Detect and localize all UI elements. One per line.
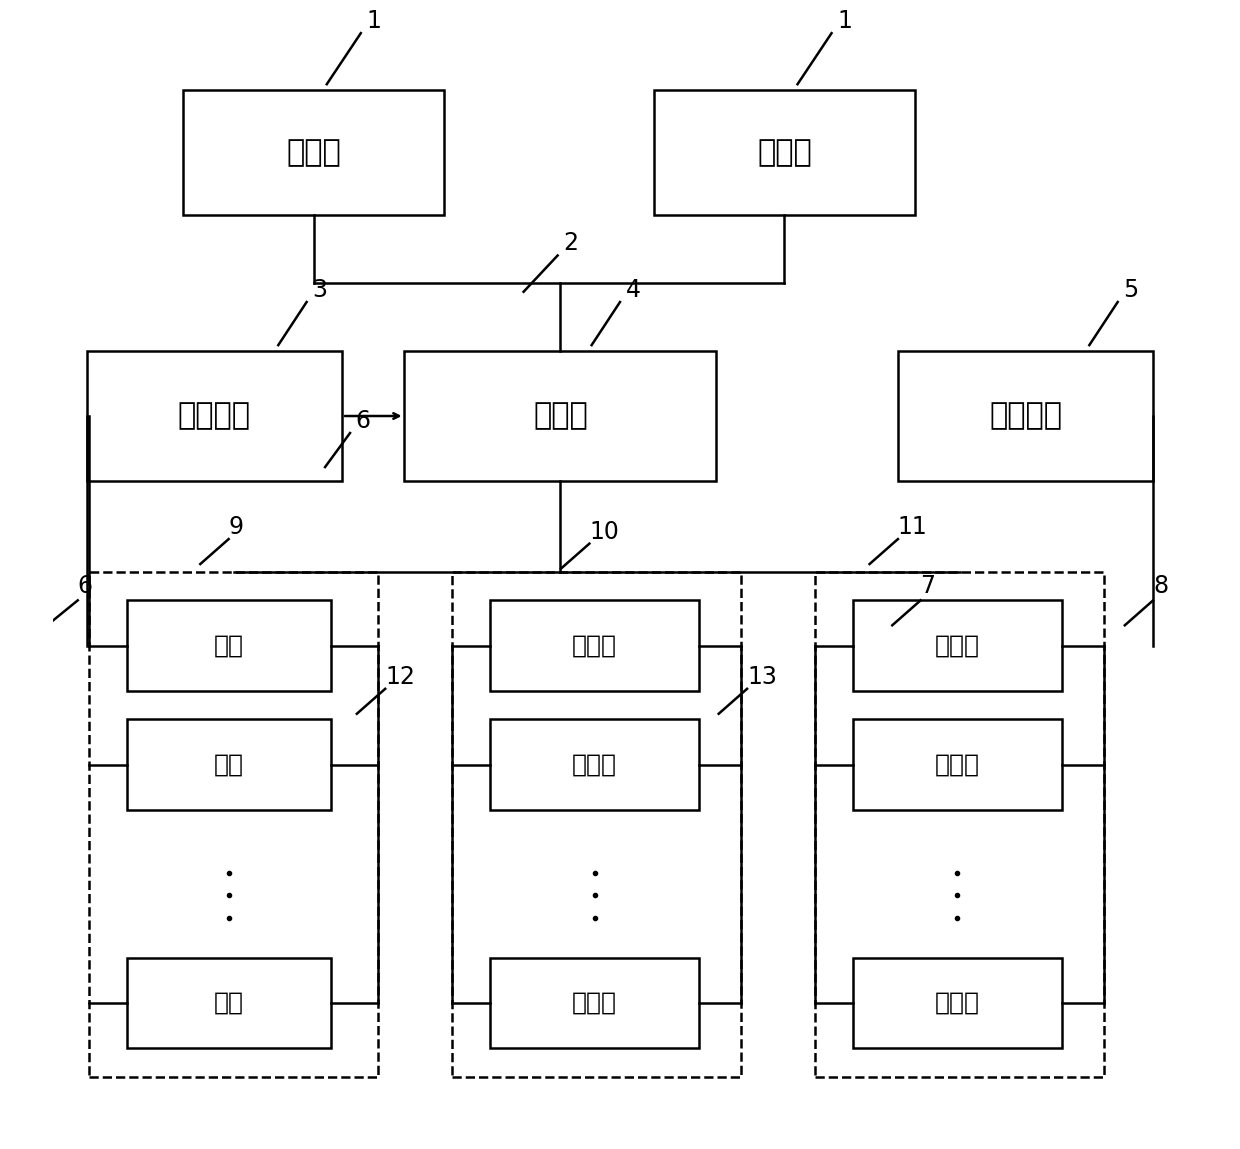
Bar [453, 572, 742, 1077]
Text: 阀门: 阀门 [213, 992, 243, 1015]
Text: 1: 1 [837, 9, 852, 33]
Text: 8: 8 [1153, 574, 1168, 599]
Text: 6: 6 [78, 574, 93, 599]
Bar [490, 957, 699, 1048]
Text: 13: 13 [746, 665, 777, 688]
Bar [653, 90, 915, 215]
Text: 阀门: 阀门 [213, 634, 243, 657]
Bar [898, 350, 1153, 481]
Text: 4: 4 [626, 278, 641, 302]
Bar [490, 600, 699, 691]
Text: 温度计: 温度计 [572, 634, 618, 657]
Bar [490, 719, 699, 810]
Bar [126, 957, 331, 1048]
Text: 控制器: 控制器 [533, 401, 588, 431]
Text: 12: 12 [386, 665, 415, 688]
Text: 直流电源: 直流电源 [179, 401, 250, 431]
Bar [184, 90, 444, 215]
Text: 压力计: 压力计 [935, 753, 980, 777]
Text: 温度计: 温度计 [572, 992, 618, 1015]
Bar [404, 350, 717, 481]
Bar [853, 600, 1063, 691]
Text: 阀门: 阀门 [213, 753, 243, 777]
Text: 6: 6 [356, 409, 371, 433]
Text: 直流电源: 直流电源 [990, 401, 1061, 431]
Text: 9: 9 [228, 515, 243, 539]
Bar [87, 350, 342, 481]
Bar [853, 719, 1063, 810]
Text: 上位机: 上位机 [758, 138, 812, 167]
Bar [126, 600, 331, 691]
Text: 2: 2 [563, 231, 578, 255]
Text: 5: 5 [1123, 278, 1138, 302]
Text: 1: 1 [367, 9, 382, 33]
Text: 3: 3 [312, 278, 327, 302]
Text: 上位机: 上位机 [286, 138, 341, 167]
Text: 10: 10 [589, 519, 619, 543]
Text: 温度计: 温度计 [572, 753, 618, 777]
Bar [853, 957, 1063, 1048]
Bar [89, 572, 378, 1077]
Text: 压力计: 压力计 [935, 992, 980, 1015]
Text: 7: 7 [920, 574, 936, 599]
Text: 11: 11 [898, 515, 928, 539]
Bar [815, 572, 1105, 1077]
Text: 压力计: 压力计 [935, 634, 980, 657]
Bar [126, 719, 331, 810]
